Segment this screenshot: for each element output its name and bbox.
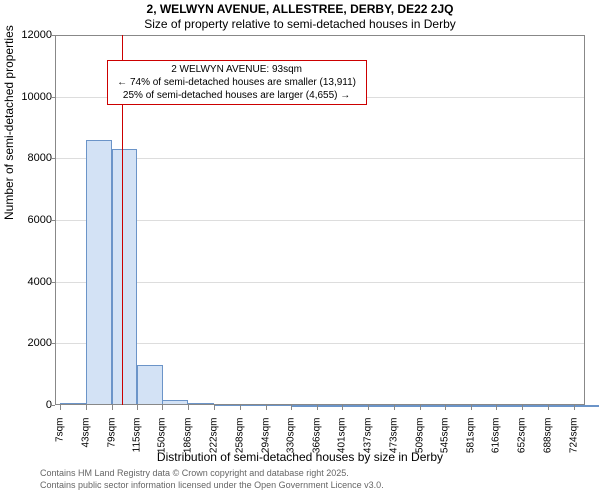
x-tick-label: 688sqm <box>542 418 553 468</box>
footer-line1: Contains HM Land Registry data © Crown c… <box>40 468 384 480</box>
x-tick-label: 473sqm <box>388 418 399 468</box>
x-tick-label: 401sqm <box>337 418 348 468</box>
histogram-bar <box>522 405 548 407</box>
y-tick-label: 2000 <box>28 337 52 349</box>
x-tick-label: 437sqm <box>362 418 373 468</box>
chart-title-line1: 2, WELWYN AVENUE, ALLESTREE, DERBY, DE22… <box>0 2 600 16</box>
y-tick-label: 8000 <box>28 152 52 164</box>
x-tick-label: 652sqm <box>516 418 527 468</box>
histogram-bar <box>445 405 471 407</box>
x-tick-label: 43sqm <box>80 418 91 468</box>
x-tick-label: 115sqm <box>132 418 143 468</box>
histogram-bar <box>496 405 522 407</box>
footer-line2: Contains public sector information licen… <box>40 480 384 492</box>
x-tick-label: 222sqm <box>209 418 220 468</box>
x-tick-label: 258sqm <box>234 418 245 468</box>
x-tick-label: 616sqm <box>491 418 502 468</box>
y-axis-label: Number of semi-detached properties <box>2 25 16 220</box>
x-tick-label: 79sqm <box>106 418 117 468</box>
histogram-bar <box>420 405 446 407</box>
annotation-line3: 25% of semi-detached houses are larger (… <box>113 89 361 102</box>
x-tick-label: 294sqm <box>260 418 271 468</box>
x-tick-label: 186sqm <box>183 418 194 468</box>
y-tick-label: 12000 <box>21 29 52 41</box>
histogram-bar <box>471 405 497 407</box>
footer-attribution: Contains HM Land Registry data © Crown c… <box>40 468 384 491</box>
annotation-line2: ← 74% of semi-detached houses are smalle… <box>113 76 361 89</box>
histogram-bar <box>548 405 574 407</box>
annotation-box: 2 WELWYN AVENUE: 93sqm ← 74% of semi-det… <box>107 60 367 105</box>
x-tick-label: 545sqm <box>440 418 451 468</box>
annotation-line1: 2 WELWYN AVENUE: 93sqm <box>113 63 361 76</box>
x-tick-label: 150sqm <box>157 418 168 468</box>
x-tick-label: 509sqm <box>414 418 425 468</box>
x-tick-label: 724sqm <box>568 418 579 468</box>
chart-title-line2: Size of property relative to semi-detach… <box>0 17 600 31</box>
x-tick-label: 330sqm <box>286 418 297 468</box>
x-tick-label: 366sqm <box>312 418 323 468</box>
y-tick-label: 6000 <box>28 214 52 226</box>
histogram-bar <box>368 405 394 407</box>
y-tick-label: 10000 <box>21 91 52 103</box>
x-tick-label: 581sqm <box>466 418 477 468</box>
y-tick-label: 4000 <box>28 276 52 288</box>
histogram-bar <box>574 405 600 407</box>
histogram-bar <box>394 405 420 407</box>
x-tick-label: 7sqm <box>55 418 66 468</box>
